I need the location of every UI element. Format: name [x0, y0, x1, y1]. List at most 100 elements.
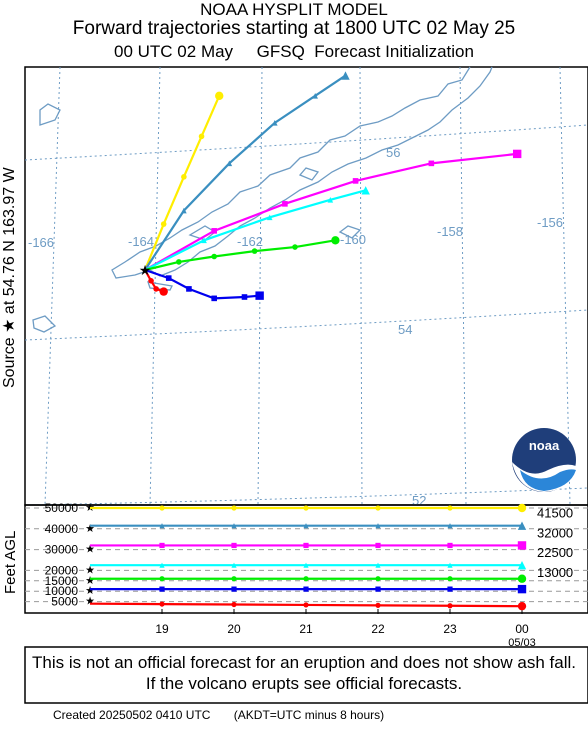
trajectory-marker-4-4: [292, 244, 298, 250]
lat-grid-54: [24, 309, 588, 341]
height-tick-label-1: 40000: [45, 522, 79, 536]
trajectory-marker-5-3: [211, 295, 217, 302]
height-xtick-label-5: 00: [515, 622, 529, 636]
trajectory-marker-0-4: [215, 91, 224, 101]
lat-label-54: 54: [398, 322, 412, 337]
height-tick-label-0: 50000: [45, 501, 79, 515]
trajectory-marker-4-2: [211, 253, 217, 260]
height-tick-label-2: 30000: [45, 543, 79, 557]
lon-label-156: -156: [537, 215, 563, 230]
trajectory-marker-4-5: [331, 236, 340, 245]
height-marker-1-5: [447, 523, 453, 529]
height-marker-4-5: [447, 576, 453, 582]
trajectory-marker-4-3: [251, 248, 258, 254]
lon-label-160: -160: [340, 232, 366, 247]
height-marker-4-3: [303, 576, 309, 582]
height-marker-2-3: [303, 542, 309, 549]
trajectory-line-1: [144, 74, 347, 271]
height-tick-label-5: 10000: [45, 584, 79, 598]
trajectory-line-4: [144, 239, 336, 272]
height-marker-0-2: [231, 505, 237, 511]
height-marker-1-2: [231, 523, 237, 529]
lon-grid-156: [559, 66, 571, 506]
lon-label-158: -158: [437, 224, 463, 239]
height-marker-2-6: [517, 541, 527, 550]
height-source-star-icon-4: ★: [85, 575, 95, 587]
height-marker-5-5: [447, 586, 453, 592]
height-marker-0-4: [375, 505, 381, 511]
trajectory-marker-3-4: [361, 186, 370, 195]
coast-island-c: [338, 225, 362, 239]
height-marker-3-3: [303, 562, 309, 568]
height-marker-6-4: [375, 602, 381, 608]
trajectory-marker-6-1: [148, 278, 154, 284]
height-right-label-3: 13000: [537, 565, 573, 580]
height-panel-frame: [24, 504, 588, 614]
coast-island-f: [147, 281, 173, 291]
disclaimer-text: This is not an official forecast for an …: [32, 653, 576, 693]
height-xtick-label-2: 21: [299, 622, 313, 636]
height-marker-1-1: [159, 523, 165, 529]
trajectory-marker-1-5: [341, 71, 350, 80]
trajectory-marker-4-1: [176, 259, 182, 265]
height-marker-1-4: [375, 523, 381, 529]
trajectory-marker-0-1: [160, 221, 167, 227]
disclaimer-box: [24, 646, 588, 704]
trajectory-marker-2-3: [352, 178, 359, 184]
lon-label-166: -166: [28, 235, 54, 250]
height-marker-3-5: [447, 562, 453, 568]
trajectory-marker-0-2: [181, 174, 187, 180]
height-right-label-2: 22500: [537, 545, 573, 560]
trajectory-marker-2-5: [512, 149, 522, 159]
logo-text: noaa: [529, 438, 560, 453]
height-marker-3-4: [375, 562, 381, 568]
height-marker-0-6: [517, 503, 527, 513]
trajectory-marker-3-3: [327, 197, 334, 203]
height-layer: 50000 ★ 40000 ★ 30000 ★ 20000 ★ 15000 ★ 10000 ★ 5000…: [25, 501, 588, 649]
source-label: Source ★ at 54.76 N 163.97 W: [1, 166, 18, 388]
lon-grid-166: [44, 66, 61, 506]
lon-label-164: -164: [128, 234, 154, 249]
trajectory-marker-6-3: [159, 287, 168, 296]
trajectory-marker-3-1: [201, 237, 207, 244]
height-xtick-label-4: 23: [443, 622, 457, 636]
trajectory-line-0: [143, 95, 221, 271]
height-source-star-icon-6: ★: [85, 596, 95, 608]
trajectory-marker-5-4: [241, 294, 248, 300]
height-axis-label: Feet AGL: [2, 531, 19, 594]
trajectory-marker-1-1: [181, 207, 187, 214]
trajectory-marker-0-3: [198, 133, 205, 140]
height-marker-6-6: [517, 601, 527, 611]
map-frame: [24, 66, 588, 506]
height-tick-label-3: 20000: [45, 563, 79, 577]
height-xtick-label-0: 19: [155, 622, 169, 636]
height-xtick-label-1: 20: [227, 622, 241, 636]
coast-island-e: [39, 103, 61, 126]
trajectory-marker-1-3: [271, 120, 278, 126]
height-marker-6-2: [231, 601, 237, 608]
height-marker-2-4: [375, 542, 381, 549]
trajectory-marker-5-1: [165, 275, 172, 281]
height-xtick-sublabel: 05/03: [508, 637, 536, 649]
height-marker-0-1: [159, 505, 165, 511]
lon-label-162: -162: [237, 234, 263, 249]
height-source-star-icon-3: ★: [85, 564, 95, 576]
trajectory-marker-5-5: [255, 291, 264, 300]
height-marker-2-5: [447, 542, 453, 549]
height-marker-4-6: [517, 574, 527, 583]
height-marker-6-5: [447, 603, 453, 609]
height-marker-5-4: [375, 586, 381, 592]
height-xtick-label-3: 22: [371, 622, 385, 636]
height-marker-5-3: [303, 586, 309, 592]
height-marker-5-1: [159, 586, 165, 592]
height-tick-label-6: 5000: [51, 595, 78, 609]
lat-grid-56: [24, 124, 588, 161]
height-marker-6-1: [159, 601, 165, 607]
coast-island-b: [298, 167, 320, 181]
trajectory-line-2: [144, 152, 518, 271]
height-marker-4-4: [375, 576, 381, 582]
map-axis-labels: -166 -164 -162 -160 -158 -156 56 54 52: [28, 145, 563, 508]
lat-grid-52: [24, 487, 588, 506]
height-marker-4-2: [231, 576, 237, 582]
trajectory-marker-3-2: [266, 214, 273, 221]
